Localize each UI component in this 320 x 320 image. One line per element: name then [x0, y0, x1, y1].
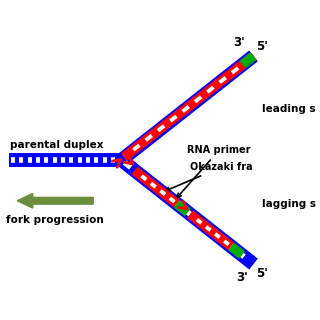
Text: 5': 5'	[256, 267, 268, 280]
Text: parental duplex: parental duplex	[10, 140, 103, 150]
Text: fork progression: fork progression	[6, 215, 104, 225]
Text: 3': 3'	[234, 36, 245, 49]
Text: leading s: leading s	[262, 104, 316, 114]
FancyArrow shape	[17, 194, 93, 208]
Text: 5': 5'	[256, 40, 268, 53]
Text: 3': 3'	[236, 271, 248, 284]
Text: Okazaki fra: Okazaki fra	[165, 162, 253, 191]
Text: lagging s: lagging s	[262, 199, 316, 209]
Text: RNA primer: RNA primer	[177, 145, 251, 197]
